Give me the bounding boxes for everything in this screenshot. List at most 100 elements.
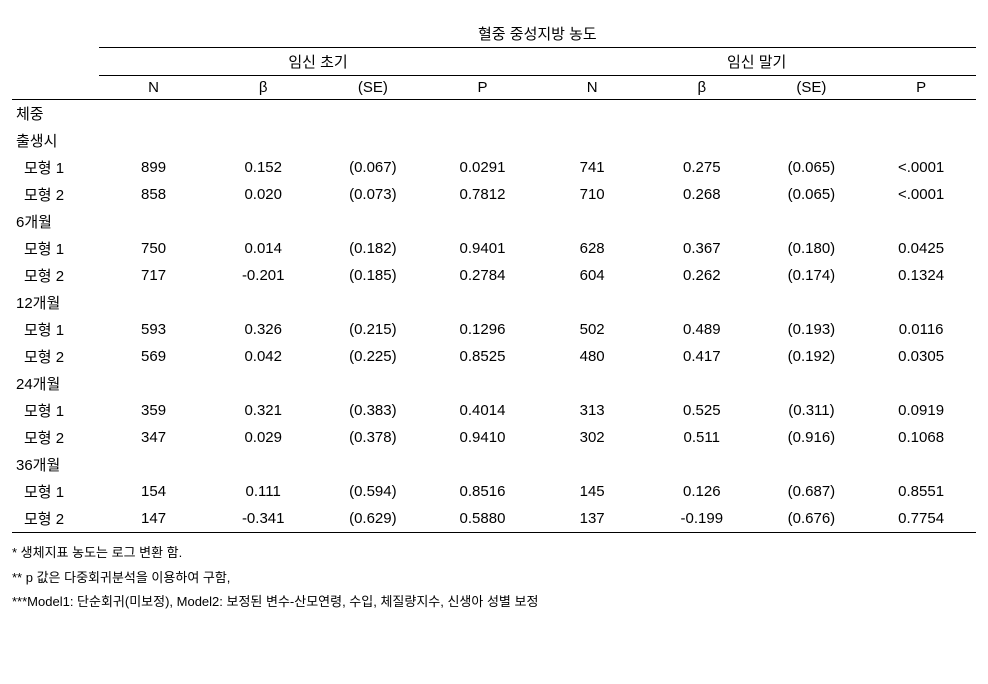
table-cell: (0.383): [318, 397, 428, 424]
table-cell: <.0001: [866, 181, 976, 208]
col-p-late: P: [866, 76, 976, 100]
table-cell: 0.8525: [428, 343, 538, 370]
table-cell: -0.201: [208, 262, 318, 289]
table-cell: 0.326: [208, 316, 318, 343]
table-cell: 0.367: [647, 235, 757, 262]
table-cell: 0.7812: [428, 181, 538, 208]
table-cell: 0.321: [208, 397, 318, 424]
model-label: 모형 1: [12, 397, 99, 424]
table-cell: 0.9410: [428, 424, 538, 451]
table-cell: 0.525: [647, 397, 757, 424]
table-cell: (0.065): [757, 154, 867, 181]
table-cell: (0.182): [318, 235, 428, 262]
table-cell: 302: [537, 424, 647, 451]
footnote-2: ** p 값은 다중회귀분석을 이용하여 구함,: [12, 566, 976, 591]
model-label: 모형 2: [12, 343, 99, 370]
table-cell: 0.0425: [866, 235, 976, 262]
model-label: 모형 1: [12, 235, 99, 262]
header-early: 임신 초기: [99, 48, 538, 76]
table-cell: 0.7754: [866, 505, 976, 533]
table-cell: (0.193): [757, 316, 867, 343]
table-cell: 0.417: [647, 343, 757, 370]
table-cell: (0.676): [757, 505, 867, 533]
footnote-1: * 생체지표 농도는 로그 변환 함.: [12, 541, 976, 566]
table-cell: (0.067): [318, 154, 428, 181]
table-cell: 0.1296: [428, 316, 538, 343]
footnote-3: ***Model1: 단순회귀(미보정), Model2: 보정된 변수-산모연…: [12, 590, 976, 615]
table-cell: (0.073): [318, 181, 428, 208]
table-cell: 154: [99, 478, 209, 505]
model-label: 모형 2: [12, 424, 99, 451]
table-cell: 569: [99, 343, 209, 370]
model-label: 모형 1: [12, 316, 99, 343]
section-label: 36개월: [12, 451, 99, 478]
table-cell: 0.0291: [428, 154, 538, 181]
table-cell: 0.020: [208, 181, 318, 208]
table-cell: (0.594): [318, 478, 428, 505]
col-n-late: N: [537, 76, 647, 100]
table-cell: 313: [537, 397, 647, 424]
table-cell: 710: [537, 181, 647, 208]
table-cell: (0.916): [757, 424, 867, 451]
table-cell: (0.629): [318, 505, 428, 533]
table-title: 혈중 중성지방 농도: [99, 20, 976, 48]
table-cell: 502: [537, 316, 647, 343]
table-cell: 0.2784: [428, 262, 538, 289]
table-cell: 137: [537, 505, 647, 533]
table-cell: 741: [537, 154, 647, 181]
footnotes: * 생체지표 농도는 로그 변환 함. ** p 값은 다중회귀분석을 이용하여…: [12, 541, 976, 615]
table-cell: 0.9401: [428, 235, 538, 262]
table-cell: 0.1324: [866, 262, 976, 289]
table-cell: 0.489: [647, 316, 757, 343]
table-cell: (0.065): [757, 181, 867, 208]
section-label: 6개월: [12, 208, 99, 235]
table-cell: 0.0305: [866, 343, 976, 370]
table-cell: 0.4014: [428, 397, 538, 424]
table-cell: 593: [99, 316, 209, 343]
table-cell: (0.185): [318, 262, 428, 289]
model-label: 모형 2: [12, 505, 99, 533]
table-cell: 0.8516: [428, 478, 538, 505]
table-cell: (0.192): [757, 343, 867, 370]
section-label: 체중: [12, 100, 99, 128]
table-cell: 858: [99, 181, 209, 208]
table-cell: (0.215): [318, 316, 428, 343]
table-cell: 347: [99, 424, 209, 451]
table-cell: 0.275: [647, 154, 757, 181]
table-cell: 899: [99, 154, 209, 181]
table-cell: 0.029: [208, 424, 318, 451]
table-cell: 145: [537, 478, 647, 505]
header-late: 임신 말기: [537, 48, 976, 76]
table-cell: 750: [99, 235, 209, 262]
model-label: 모형 2: [12, 262, 99, 289]
model-label: 모형 1: [12, 154, 99, 181]
col-se-late: (SE): [757, 76, 867, 100]
table-cell: 0.511: [647, 424, 757, 451]
table-cell: (0.311): [757, 397, 867, 424]
table-cell: 0.0919: [866, 397, 976, 424]
table-cell: 717: [99, 262, 209, 289]
table-cell: 0.5880: [428, 505, 538, 533]
col-beta-late: β: [647, 76, 757, 100]
table-cell: (0.180): [757, 235, 867, 262]
col-n-early: N: [99, 76, 209, 100]
table-cell: 0.042: [208, 343, 318, 370]
col-se-early: (SE): [318, 76, 428, 100]
model-label: 모형 1: [12, 478, 99, 505]
table-cell: 0.268: [647, 181, 757, 208]
col-p-early: P: [428, 76, 538, 100]
table-cell: 0.152: [208, 154, 318, 181]
table-cell: 0.0116: [866, 316, 976, 343]
table-cell: 0.8551: [866, 478, 976, 505]
table-cell: <.0001: [866, 154, 976, 181]
triglyceride-table: 혈중 중성지방 농도 임신 초기 임신 말기 N β (SE) P N β (S…: [12, 20, 976, 533]
col-beta-early: β: [208, 76, 318, 100]
table-cell: 480: [537, 343, 647, 370]
table-cell: 604: [537, 262, 647, 289]
table-cell: 147: [99, 505, 209, 533]
table-cell: 0.262: [647, 262, 757, 289]
table-cell: (0.174): [757, 262, 867, 289]
table-cell: 0.111: [208, 478, 318, 505]
model-label: 모형 2: [12, 181, 99, 208]
table-cell: (0.687): [757, 478, 867, 505]
